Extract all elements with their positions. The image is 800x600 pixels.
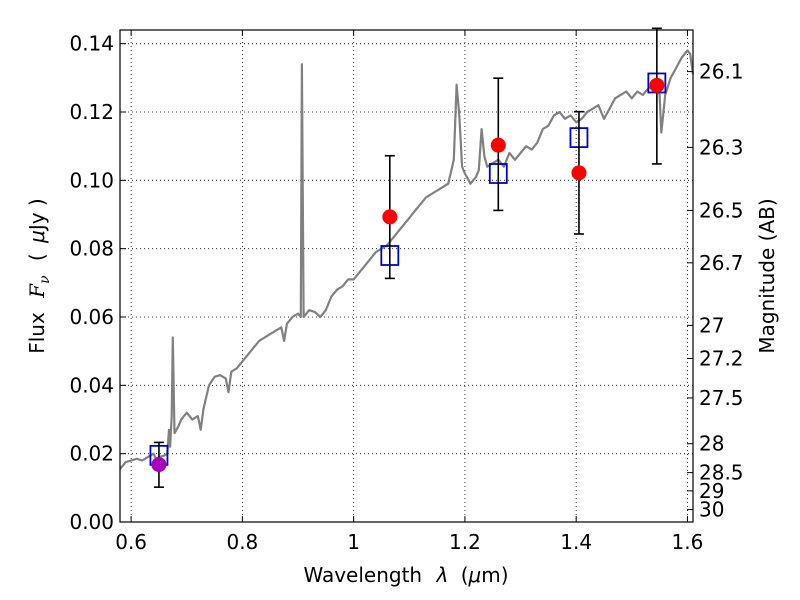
observed-flux-point <box>151 457 167 473</box>
spectrum-line <box>119 49 695 470</box>
right-axis-label: Magnitude (AB) <box>755 198 779 353</box>
y-tick-label: 0.06 <box>69 305 114 329</box>
right-tick-label: 28 <box>699 432 724 456</box>
right-tick-label: 26.3 <box>699 135 744 159</box>
y-tick-label: 0.10 <box>69 168 114 192</box>
right-tick-label: 30 <box>699 498 724 522</box>
plot-area <box>119 27 695 488</box>
right-tick-label: 26.5 <box>699 198 744 222</box>
x-axis-label: Wavelength λ (μm) <box>303 563 508 587</box>
observed-flux-point <box>490 137 506 153</box>
right-tick-label: 29 <box>699 479 724 503</box>
right-tick-label: 26.1 <box>699 60 744 84</box>
right-tick-label: 27.5 <box>699 386 744 410</box>
right-tick-label: 28.5 <box>699 461 744 485</box>
right-tick-label: 26.7 <box>699 251 744 275</box>
observed-flux-point <box>649 77 665 93</box>
observed-flux-point <box>382 209 398 225</box>
grid <box>120 30 693 523</box>
y-tick-label: 0.02 <box>69 442 114 466</box>
plot-frame <box>119 29 694 523</box>
x-tick-label: 1.2 <box>449 530 481 554</box>
x-tick-label: 1.6 <box>672 530 704 554</box>
y-tick-label: 0.12 <box>69 100 114 124</box>
observed-flux-point <box>571 165 587 181</box>
y-tick-label: 0.14 <box>69 32 114 56</box>
y-axis-label: Flux Fν ( μJy ) <box>25 198 54 354</box>
axis-ticks: 0.6 0.8 1 1.2 1.4 1.6 0.00 0.02 0.04 0.06 0.08 0.10… <box>69 30 744 554</box>
right-tick-label: 27 <box>699 313 724 337</box>
x-tick-label: 1.4 <box>560 530 592 554</box>
right-tick-label: 27.2 <box>699 346 744 370</box>
y-tick-label: 0.08 <box>69 237 114 261</box>
x-tick-label: 0.8 <box>226 530 258 554</box>
x-tick-label: 1 <box>347 530 360 554</box>
y-tick-label: 0.04 <box>69 373 114 397</box>
y-tick-label: 0.00 <box>69 510 114 534</box>
x-tick-label: 0.6 <box>115 530 147 554</box>
